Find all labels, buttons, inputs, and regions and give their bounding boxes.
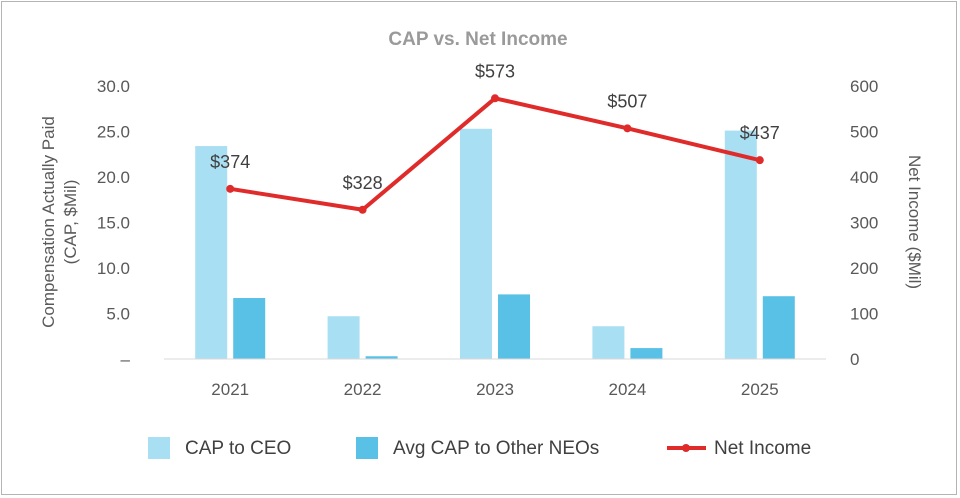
y-axis-left-label-line-2: (CAP, $Mil) (61, 180, 80, 265)
legend-swatch-cap-to-ceo (148, 437, 170, 459)
bars (195, 128, 795, 359)
y-axis-left-label-line-1: Compensation Actually Paid (39, 116, 58, 328)
y-left-tick-label: 5.0 (106, 305, 130, 324)
x-tick-label: 2021 (211, 380, 249, 399)
y-right-tick-label: 0 (850, 350, 859, 369)
chart-title: CAP vs. Net Income (388, 29, 567, 50)
y-left-tick-label: 10.0 (97, 259, 130, 278)
y-axis-left-ticks: – 5.0 10.0 15.0 20.0 25.0 30.0 (97, 77, 131, 369)
x-axis-ticks: 2021 2022 2023 2024 2025 (211, 380, 778, 399)
bar-cap-to-ceo (724, 130, 757, 359)
legend-swatch-avg-cap-other-neos (356, 437, 378, 459)
y-left-tick-label: 20.0 (97, 168, 130, 187)
bar-avg-cap-other-neos (762, 296, 795, 359)
y-right-tick-label: 300 (850, 214, 878, 233)
y-axis-right-label: Net Income ($Mil) (905, 155, 924, 289)
net-income-point (226, 184, 235, 193)
y-right-tick-label: 600 (850, 77, 878, 96)
net-income-point (755, 156, 764, 165)
x-tick-label: 2025 (741, 380, 779, 399)
y-right-tick-label: 500 (850, 123, 878, 142)
bar-avg-cap-other-neos (630, 348, 663, 359)
legend: CAP to CEO Avg CAP to Other NEOs Net Incom… (148, 437, 811, 459)
y-axis-left-label: Compensation Actually Paid (CAP, $Mil) (39, 116, 80, 328)
net-income-line: $374 $328 $573 $507 $437 (210, 61, 780, 214)
net-income-data-label: $328 (343, 173, 383, 193)
y-left-tick-label: 15.0 (97, 214, 130, 233)
x-tick-label: 2023 (476, 380, 514, 399)
net-income-data-label: $437 (740, 123, 780, 143)
net-income-series-line (229, 96, 761, 212)
y-right-tick-label: 400 (850, 168, 878, 187)
bar-cap-to-ceo (460, 128, 492, 359)
net-income-point (623, 124, 632, 133)
net-income-point (491, 94, 499, 103)
y-right-tick-label: 200 (850, 259, 878, 278)
x-tick-label: 2022 (344, 380, 382, 399)
bar-avg-cap-other-neos (233, 298, 266, 359)
legend-label-net-income: Net Income (714, 438, 811, 459)
legend-label-avg-cap-other-neos: Avg CAP to Other NEOs (393, 438, 599, 459)
bar-avg-cap-other-neos (498, 294, 530, 359)
legend-marker-net-income (682, 444, 690, 452)
y-axis-right-ticks: 0 100 200 300 400 500 600 (850, 77, 878, 369)
bar-cap-to-ceo (327, 316, 360, 359)
bar-avg-cap-other-neos (365, 356, 398, 359)
x-tick-label: 2024 (608, 380, 646, 399)
bar-cap-to-ceo (592, 326, 625, 359)
y-right-tick-label: 100 (850, 305, 878, 324)
bar-cap-to-ceo (195, 146, 228, 359)
y-left-tick-label: – (121, 350, 131, 369)
net-income-data-label: $374 (210, 152, 250, 172)
legend-label-cap-to-ceo: CAP to CEO (185, 438, 291, 459)
net-income-data-label: $573 (475, 61, 515, 81)
y-left-tick-label: 30.0 (97, 77, 130, 96)
net-income-data-label: $507 (607, 91, 647, 111)
net-income-point (358, 205, 367, 214)
y-left-tick-label: 25.0 (97, 123, 130, 142)
